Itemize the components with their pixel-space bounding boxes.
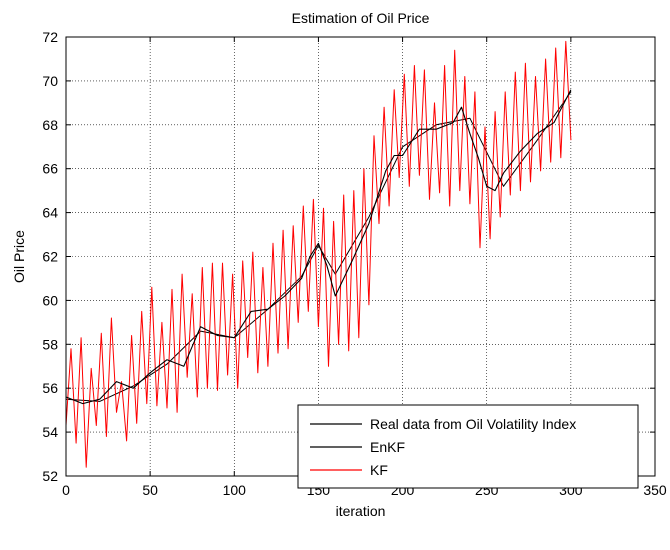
x-tick-label: 350 bbox=[643, 482, 667, 498]
y-tick-label: 54 bbox=[42, 424, 58, 440]
y-tick-label: 72 bbox=[42, 29, 58, 45]
y-tick-label: 64 bbox=[42, 205, 58, 221]
y-tick-label: 56 bbox=[42, 380, 58, 396]
y-tick-label: 60 bbox=[42, 292, 58, 308]
y-tick-label: 58 bbox=[42, 336, 58, 352]
legend-label: KF bbox=[370, 462, 388, 478]
y-tick-label: 62 bbox=[42, 249, 58, 265]
y-axis-label: Oil Price bbox=[11, 230, 27, 283]
legend-label: Real data from Oil Volatility Index bbox=[370, 416, 576, 432]
y-tick-label: 68 bbox=[42, 117, 58, 133]
x-tick-label: 50 bbox=[142, 482, 158, 498]
y-tick-label: 52 bbox=[42, 468, 58, 484]
legend-label: EnKF bbox=[370, 439, 405, 455]
series-line-2 bbox=[65, 89, 572, 405]
x-tick-label: 100 bbox=[223, 482, 247, 498]
plot-area bbox=[65, 40, 572, 468]
chart-title: Estimation of Oil Price bbox=[292, 10, 430, 26]
x-axis-label: iteration bbox=[336, 503, 386, 519]
x-tick-label: 0 bbox=[62, 482, 70, 498]
y-tick-label: 66 bbox=[42, 161, 58, 177]
chart-legend: Real data from Oil Volatility Index EnKF K… bbox=[297, 404, 639, 489]
y-tick-label: 70 bbox=[42, 73, 58, 89]
axis-ticks: 0 50 100 150 200 250 300 3505254565860626466687… bbox=[42, 29, 666, 498]
series-line-3 bbox=[65, 40, 572, 468]
